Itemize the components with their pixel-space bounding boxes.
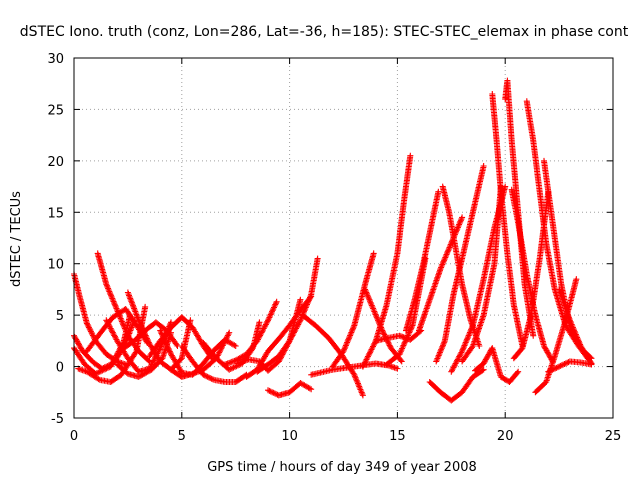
data-point-markers: [329, 250, 377, 370]
x-tick-label: 15: [389, 429, 406, 444]
data-series: [359, 152, 414, 370]
x-tick-label: 10: [281, 429, 298, 444]
data-series: [472, 345, 522, 385]
data-series: [178, 343, 250, 385]
x-tick-label: 0: [70, 429, 78, 444]
data-point-markers: [472, 345, 522, 385]
chart-title: dSTEC Iono. truth (conz, Lon=286, Lat=-3…: [20, 24, 629, 40]
data-point-markers: [178, 343, 250, 385]
data-point-markers: [489, 91, 526, 349]
y-tick-label: 25: [47, 103, 64, 118]
y-tick-label: 15: [47, 206, 64, 221]
y-tick-label: 5: [56, 309, 64, 324]
data-series: [459, 183, 504, 365]
data-series: [221, 298, 280, 368]
x-tick-label: 20: [497, 429, 514, 444]
data-points: [71, 77, 595, 404]
plot-frame: [73, 57, 614, 419]
data-point-markers: [545, 358, 595, 375]
data-point-markers: [221, 298, 280, 368]
data-series: [556, 286, 595, 367]
data-point-markers: [359, 152, 414, 370]
y-tick-label: 0: [56, 361, 64, 376]
data-point-markers: [459, 183, 504, 365]
y-tick-label: 10: [47, 258, 64, 273]
data-point-markers: [426, 366, 487, 404]
data-point-markers: [403, 188, 442, 334]
x-tick-label: 25: [605, 429, 622, 444]
data-series: [329, 250, 377, 370]
y-tick-label: 30: [47, 52, 64, 67]
y-axis-label: dSTEC / TECUs: [9, 191, 24, 287]
data-series: [265, 380, 315, 399]
y-tick-label: -5: [51, 412, 64, 427]
x-axis-label: GPS time / hours of day 349 of year 2008: [207, 460, 477, 475]
data-point-markers: [265, 380, 315, 399]
x-tick-label: 5: [178, 429, 186, 444]
data-series: [426, 366, 487, 404]
axes: 0 5 10 15 20 25 -5 0 5 10 15 20 25 30: [47, 52, 621, 444]
data-series: [545, 358, 595, 375]
data-series: [489, 91, 526, 349]
y-tick-label: 20: [47, 155, 64, 170]
data-series: [403, 188, 442, 334]
data-point-markers: [556, 286, 595, 367]
